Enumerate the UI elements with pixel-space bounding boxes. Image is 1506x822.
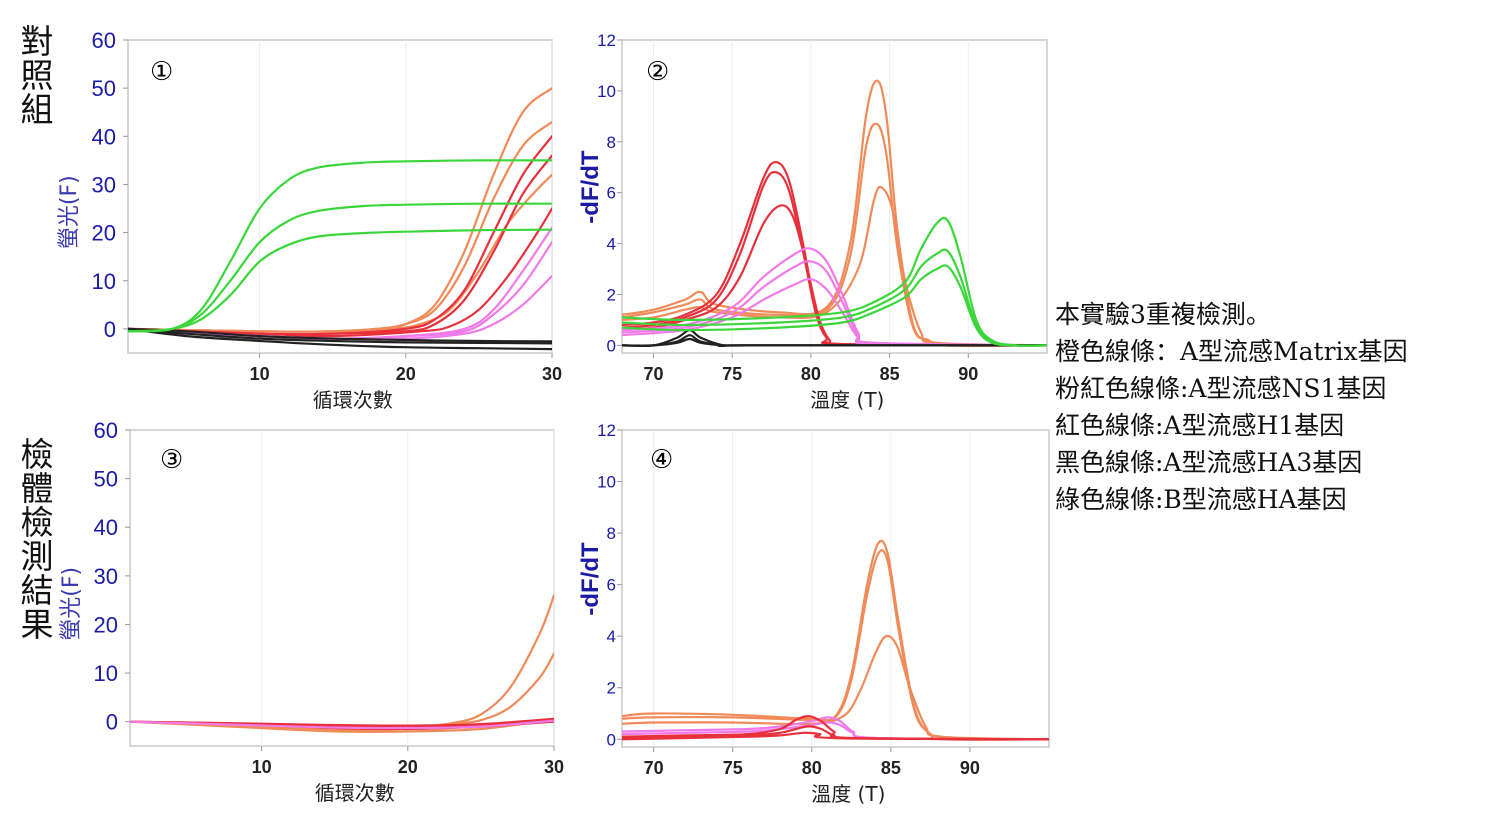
panel-marker: ② xyxy=(646,57,669,87)
chart-panel-3: 0 10 20 30 40 50 60 10 20 30 循環次數 螢光(F) ③ xyxy=(59,418,564,805)
x-tick-label: 20 xyxy=(398,757,418,777)
x-tick-label: 85 xyxy=(880,364,900,384)
x-tick-label: 30 xyxy=(542,364,562,384)
legend-box: 本實驗3重複檢測。 橙色線條：A型流感Matrix基因 粉紅色線條:A型流感NS… xyxy=(1055,296,1408,518)
series-line-pink xyxy=(130,719,554,730)
y-tick-label: 6 xyxy=(607,184,616,203)
sample-result-label: 檢體檢測結果 xyxy=(20,435,54,644)
x-tick-label: 75 xyxy=(723,758,743,778)
y-tick-label: 40 xyxy=(94,515,118,540)
x-tick-label: 85 xyxy=(881,758,901,778)
y-tick-label: 12 xyxy=(597,421,616,440)
y-axis-title: 螢光(F) xyxy=(57,175,82,249)
series-line-orange xyxy=(130,718,554,733)
x-tick-label: 90 xyxy=(960,758,980,778)
y-tick-label: 8 xyxy=(607,524,616,543)
series-line-green xyxy=(622,216,1047,347)
legend-red: 紅色線條:A型流感H1基因 xyxy=(1055,411,1345,440)
series-line-green xyxy=(128,202,552,333)
panel-marker: ① xyxy=(150,57,173,87)
panel-marker: ④ xyxy=(650,445,673,475)
series-line-black xyxy=(622,337,1047,347)
x-tick-label: 20 xyxy=(396,364,416,384)
x-tick-label: 75 xyxy=(722,364,742,384)
series-line-orange xyxy=(128,173,552,333)
y-tick-label: 10 xyxy=(597,82,616,101)
panel-marker: ③ xyxy=(160,445,183,475)
y-axis-title: -dF/dT xyxy=(577,542,604,616)
y-tick-label: 50 xyxy=(94,467,118,492)
y-tick-label: 10 xyxy=(92,269,116,294)
y-tick-label: 0 xyxy=(607,336,616,355)
legend-green: 綠色線條:B型流感HA基因 xyxy=(1055,485,1347,514)
y-tick-label: 0 xyxy=(104,317,116,342)
y-tick-label: 40 xyxy=(92,124,116,149)
y-tick-label: 4 xyxy=(607,627,616,646)
control-group-label: 對照組 xyxy=(20,22,54,129)
y-tick-label: 0 xyxy=(106,710,118,735)
y-tick-label: 60 xyxy=(92,28,116,53)
y-tick-label: 50 xyxy=(92,76,116,101)
x-axis-title: 溫度 (T) xyxy=(810,388,884,412)
chart-panel-2: 0 2 4 6 8 10 12 70 75 80 85 90 溫度 (T) -dF/dT ② xyxy=(577,31,1048,412)
x-tick-label: 90 xyxy=(958,364,978,384)
series-line-red xyxy=(622,170,1047,347)
y-tick-label: 60 xyxy=(94,418,118,443)
y-tick-label: 12 xyxy=(597,31,616,50)
series-group xyxy=(622,539,1049,741)
series-line-black xyxy=(128,327,552,351)
x-axis-title: 溫度 (T) xyxy=(811,782,885,806)
legend-pink: 粉紅色線條:A型流感NS1基因 xyxy=(1055,374,1387,403)
y-tick-label: 10 xyxy=(597,473,616,492)
series-line-red xyxy=(128,207,552,338)
x-tick-label: 80 xyxy=(802,758,822,778)
legend-note: 本實驗3重複檢測。 xyxy=(1055,300,1271,329)
x-tick-label: 80 xyxy=(801,364,821,384)
y-tick-label: 20 xyxy=(94,612,118,637)
series-line-green xyxy=(622,264,1047,347)
series-line-pink xyxy=(622,260,1047,347)
series-line-orange xyxy=(622,122,1047,347)
series-group xyxy=(130,594,554,733)
y-tick-label: 8 xyxy=(607,133,616,152)
plot-frame xyxy=(129,429,555,747)
y-tick-label: 6 xyxy=(607,576,616,595)
x-axis-title: 循環次數 xyxy=(313,388,393,412)
series-line-green xyxy=(128,228,552,333)
y-tick-label: 30 xyxy=(94,564,118,589)
chart-panel-1: 0 10 20 30 40 50 60 10 20 30 循環次數 螢光(F) ① xyxy=(57,28,562,412)
y-tick-label: 20 xyxy=(92,221,116,246)
x-axis-title: 循環次數 xyxy=(315,781,395,805)
series-group xyxy=(128,87,552,351)
y-tick-label: 10 xyxy=(94,661,118,686)
y-tick-label: 0 xyxy=(607,730,616,749)
series-line-red xyxy=(622,731,1049,741)
x-tick-label: 30 xyxy=(544,757,564,777)
y-tick-label: 2 xyxy=(607,285,616,304)
series-line-black xyxy=(128,327,552,343)
y-tick-label: 30 xyxy=(92,172,116,197)
legend-black: 黑色線條:A型流感HA3基因 xyxy=(1055,448,1363,477)
series-line-green xyxy=(622,248,1047,347)
y-tick-label: 4 xyxy=(607,235,616,254)
x-tick-label: 70 xyxy=(643,364,663,384)
series-line-orange xyxy=(622,185,1047,347)
plot-frame xyxy=(127,39,553,354)
series-line-black xyxy=(128,327,552,345)
y-axis-title: 螢光(F) xyxy=(59,567,84,641)
plot-frame xyxy=(621,429,1050,748)
x-tick-label: 70 xyxy=(644,758,664,778)
x-tick-label: 10 xyxy=(252,757,272,777)
legend-orange: 橙色線條：A型流感Matrix基因 xyxy=(1055,337,1408,366)
series-line-green xyxy=(128,159,552,333)
series-line-orange xyxy=(622,634,1049,741)
y-axis-title: -dF/dT xyxy=(577,150,604,224)
series-group xyxy=(622,79,1047,348)
y-tick-label: 2 xyxy=(607,679,616,698)
x-tick-label: 10 xyxy=(250,364,270,384)
chart-panel-4: 0 2 4 6 8 10 12 70 75 80 85 90 溫度 (T) -dF/dT ④ xyxy=(577,421,1050,806)
